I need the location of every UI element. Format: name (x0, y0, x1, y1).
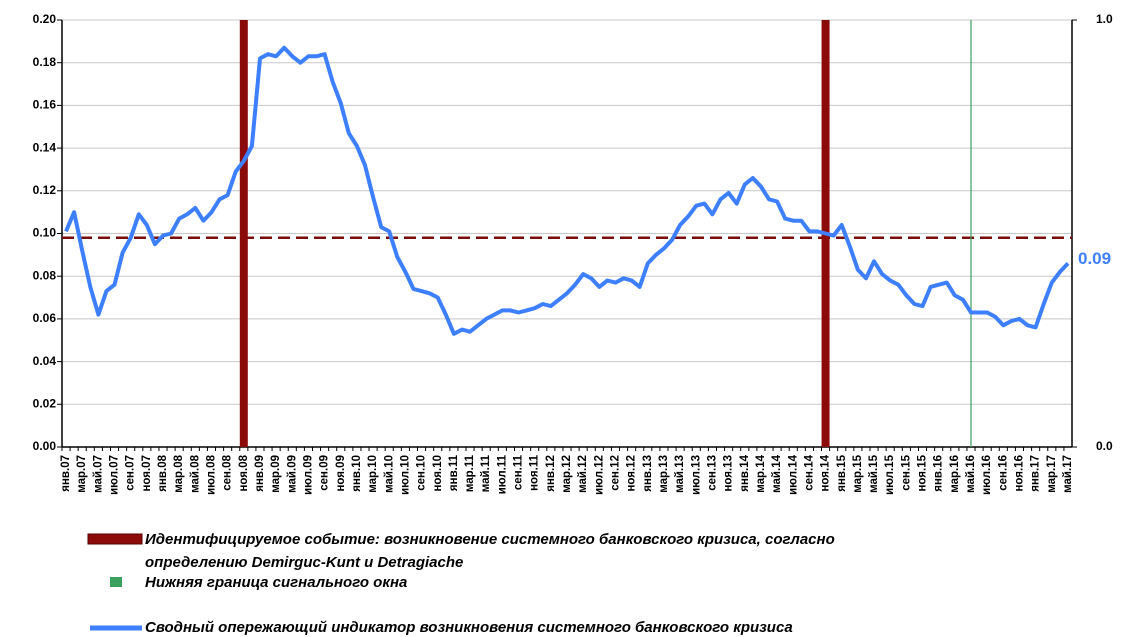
legend-swatch-window (110, 577, 122, 587)
x-tick-label: май.08 (189, 454, 201, 492)
x-tick-label: янв.16 (933, 455, 945, 492)
x-tick-label: янв.09 (254, 455, 266, 492)
x-tick-label: мар.14 (755, 454, 767, 492)
y-tick-label: 0.08 (33, 268, 57, 282)
y-tick-label: 0.00 (33, 439, 57, 453)
value-label: 0.09 (1078, 249, 1111, 268)
x-tick-label: ноя.10 (432, 455, 444, 492)
legend-swatch-event (87, 533, 143, 545)
x-tick-label: мар.07 (76, 455, 88, 493)
x-tick-label: янв.07 (60, 455, 72, 492)
x-tick-label: июл.08 (206, 454, 218, 495)
data-line (64, 45, 1070, 336)
x-tick-label: мар.16 (949, 455, 961, 493)
x-tick-label: янв.10 (351, 455, 363, 492)
x-tick-label: сен.11 (513, 454, 525, 490)
x-tick-label: ноя.15 (917, 454, 929, 491)
x-tick-label: сен.09 (319, 455, 331, 491)
y-tick-label: 0.16 (33, 98, 57, 112)
x-tick-label: янв.08 (157, 454, 169, 491)
x-tick-label: ноя.12 (626, 455, 638, 492)
x-tick-label: май.12 (577, 455, 589, 493)
x-tick-label: май.14 (771, 454, 783, 492)
x-tick-label: сен.15 (900, 454, 912, 490)
x-tick-label: ноя.09 (335, 455, 347, 492)
x-tick-label: мар.15 (852, 454, 864, 492)
x-tick-label: ноя.07 (141, 455, 153, 492)
x-tick-label: сен.07 (125, 455, 137, 491)
x-tick-label: сен.14 (803, 454, 815, 490)
x-tick-label: июл.15 (884, 454, 896, 495)
y2-tick-label: 1.0 (1096, 12, 1113, 26)
x-tick-label: мар.10 (367, 455, 379, 493)
x-tick-label: янв.14 (739, 454, 751, 491)
y-tick-label: 0.20 (33, 12, 57, 26)
y-tick-label: 0.02 (33, 396, 57, 410)
y-tick-label: 0.18 (33, 55, 57, 69)
x-tick-label: май.09 (286, 455, 298, 493)
x-tick-label: июл.07 (109, 455, 121, 495)
x-tick-label: ноя.14 (820, 454, 832, 491)
x-tick-label: янв.17 (1030, 455, 1042, 492)
x-tick-label: янв.12 (545, 455, 557, 492)
x-tick-label: ноя.16 (1014, 455, 1026, 492)
x-tick-label: июл.13 (690, 455, 702, 495)
x-tick-label: сен.10 (416, 455, 428, 491)
x-tick-label: сен.08 (222, 454, 234, 490)
y-tick-label: 0.06 (33, 311, 57, 325)
y-tick-label: 0.12 (33, 183, 57, 197)
x-tick-label: янв.15 (836, 454, 848, 491)
x-tick-label: май.13 (674, 455, 686, 493)
x-tick-label: сен.13 (706, 455, 718, 491)
y-tick-label: 0.04 (33, 354, 57, 368)
x-tick-label: мар.13 (658, 455, 670, 493)
legend-label: Идентифицируемое событие: возникновение … (145, 531, 835, 548)
x-tick-label: май.07 (92, 455, 104, 493)
x-tick-label: июл.09 (302, 455, 314, 495)
x-tick-label: янв.11 (448, 454, 460, 491)
y-tick-label: 0.10 (33, 226, 57, 240)
x-tick-label: май.16 (965, 455, 977, 493)
x-tick-label: янв.13 (642, 455, 654, 492)
x-tick-label: июл.12 (593, 455, 605, 495)
x-tick-label: май.11 (480, 454, 492, 492)
legend-label: Нижняя граница сигнального окна (145, 574, 407, 591)
x-tick-label: май.17 (1062, 455, 1074, 493)
x-tick-label: ноя.11 (529, 454, 541, 490)
x-tick-label: мар.11 (464, 454, 476, 492)
x-tick-label: сен.12 (610, 455, 622, 491)
x-tick-label: ноя.08 (238, 454, 250, 491)
y2-tick-label: 0.0 (1096, 439, 1113, 453)
x-tick-label: май.10 (383, 455, 395, 493)
x-tick-label: мар.17 (1046, 455, 1058, 493)
x-tick-label: июл.11 (496, 454, 508, 494)
y-tick-label: 0.14 (33, 140, 57, 154)
x-tick-label: июл.14 (787, 454, 799, 495)
x-tick-label: сен.16 (997, 455, 1009, 491)
x-tick-label: мар.08 (173, 454, 185, 492)
x-tick-label: мар.12 (561, 455, 573, 493)
x-tick-label: июл.10 (399, 455, 411, 495)
x-tick-label: июл.16 (981, 455, 993, 495)
x-tick-label: ноя.13 (723, 455, 735, 492)
x-tick-label: мар.09 (270, 455, 282, 493)
legend-label: Сводный опережающий индикатор возникнове… (145, 619, 793, 636)
x-tick-label: май.15 (868, 454, 880, 492)
legend-label: определению Demirguc-Kunt и Detragiache (145, 554, 463, 571)
